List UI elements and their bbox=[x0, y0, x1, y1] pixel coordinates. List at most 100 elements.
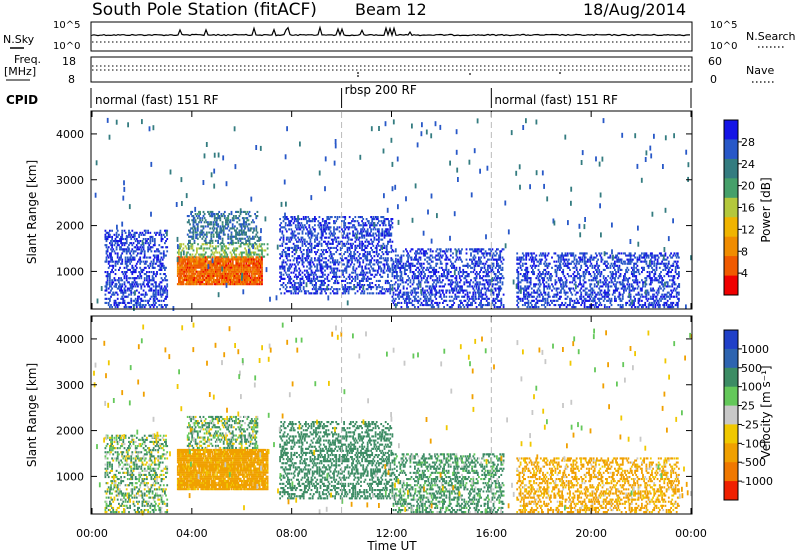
data-cell bbox=[439, 281, 442, 284]
data-cell bbox=[300, 290, 303, 293]
data-cell bbox=[162, 279, 165, 282]
data-cell bbox=[123, 250, 126, 253]
data-cell bbox=[416, 275, 418, 278]
data-cell bbox=[229, 264, 232, 267]
data-cell bbox=[407, 306, 409, 309]
data-cell bbox=[235, 272, 238, 275]
data-cell bbox=[392, 262, 395, 265]
data-cell bbox=[343, 242, 345, 245]
data-cell bbox=[430, 306, 433, 309]
data-cell bbox=[120, 256, 122, 259]
data-cell bbox=[526, 273, 529, 276]
data-cell bbox=[261, 274, 263, 277]
data-cell bbox=[389, 284, 392, 287]
data-cell bbox=[475, 277, 478, 280]
data-cell bbox=[222, 274, 225, 277]
data-cell bbox=[387, 265, 389, 268]
data-cell bbox=[521, 262, 524, 265]
data-cell bbox=[301, 275, 304, 278]
data-cell bbox=[225, 219, 227, 222]
data-cell bbox=[189, 279, 191, 282]
data-cell bbox=[124, 262, 127, 265]
data-cell bbox=[292, 234, 295, 237]
data-cell bbox=[206, 243, 208, 246]
data-cell bbox=[399, 258, 402, 261]
data-cell bbox=[333, 220, 335, 223]
data-cell bbox=[149, 235, 152, 238]
data-cell bbox=[227, 266, 230, 269]
data-cell bbox=[238, 219, 241, 222]
data-cell bbox=[261, 258, 263, 261]
data-cell bbox=[460, 299, 462, 302]
data-cell bbox=[243, 272, 245, 275]
data-cell bbox=[347, 255, 350, 258]
data-cell bbox=[294, 273, 297, 276]
data-cell bbox=[325, 232, 327, 235]
data-cell bbox=[153, 289, 156, 292]
data-cell bbox=[248, 229, 251, 232]
data-cell bbox=[124, 248, 127, 251]
data-cell bbox=[302, 216, 305, 219]
data-cell bbox=[220, 274, 223, 277]
data-cell bbox=[236, 237, 239, 240]
data-cell bbox=[261, 272, 263, 275]
data-cell bbox=[140, 275, 143, 278]
data-cell bbox=[185, 268, 188, 271]
data-cell bbox=[194, 213, 197, 216]
data-cell bbox=[378, 240, 380, 243]
data-cell bbox=[184, 255, 187, 258]
data-cell bbox=[247, 274, 250, 277]
data-cell bbox=[293, 269, 296, 272]
data-cell bbox=[245, 223, 247, 226]
data-cell bbox=[280, 271, 283, 274]
data-cell bbox=[194, 272, 197, 275]
data-cell bbox=[530, 258, 533, 261]
data-cell bbox=[142, 248, 145, 251]
data-cell bbox=[111, 238, 113, 241]
data-cell bbox=[188, 219, 190, 222]
data-cell bbox=[149, 231, 152, 234]
data-cell bbox=[362, 261, 365, 264]
data-cell bbox=[438, 275, 441, 278]
data-cell bbox=[211, 264, 214, 267]
data-cell bbox=[187, 274, 189, 277]
data-cell bbox=[333, 292, 335, 295]
data-cell bbox=[110, 289, 112, 292]
data-cell bbox=[426, 279, 429, 282]
data-cell bbox=[206, 276, 208, 279]
date-title: 18/Aug/2014 bbox=[583, 0, 686, 19]
data-cell bbox=[412, 279, 415, 282]
data-cell bbox=[216, 268, 218, 271]
data-cell bbox=[351, 279, 353, 282]
data-cell bbox=[458, 252, 461, 255]
data-cell bbox=[532, 268, 534, 271]
data-cell bbox=[291, 218, 294, 221]
data-cell bbox=[481, 306, 484, 309]
data-cell bbox=[466, 285, 469, 288]
data-cell bbox=[406, 291, 408, 294]
data-cell bbox=[282, 249, 285, 252]
data-cell bbox=[496, 297, 498, 300]
data-cell bbox=[221, 223, 224, 226]
data-cell bbox=[397, 285, 399, 288]
data-cell bbox=[380, 238, 383, 241]
data-cell bbox=[367, 253, 370, 256]
data-cell bbox=[342, 269, 344, 272]
data-cell bbox=[213, 283, 216, 286]
data-cell bbox=[105, 252, 108, 255]
data-cell bbox=[227, 219, 230, 222]
data-cell bbox=[224, 281, 226, 284]
data-cell bbox=[246, 279, 249, 282]
data-cell bbox=[332, 290, 334, 293]
data-cell bbox=[440, 297, 443, 300]
data-cell bbox=[287, 290, 289, 293]
data-cell bbox=[226, 260, 229, 263]
data-cell bbox=[376, 286, 379, 289]
data-cell bbox=[153, 250, 156, 253]
data-cell bbox=[196, 281, 198, 284]
data-cell bbox=[210, 276, 213, 279]
data-cell bbox=[344, 284, 347, 287]
data-cell bbox=[533, 299, 535, 302]
data-cell bbox=[356, 220, 359, 223]
data-cell bbox=[347, 292, 350, 295]
